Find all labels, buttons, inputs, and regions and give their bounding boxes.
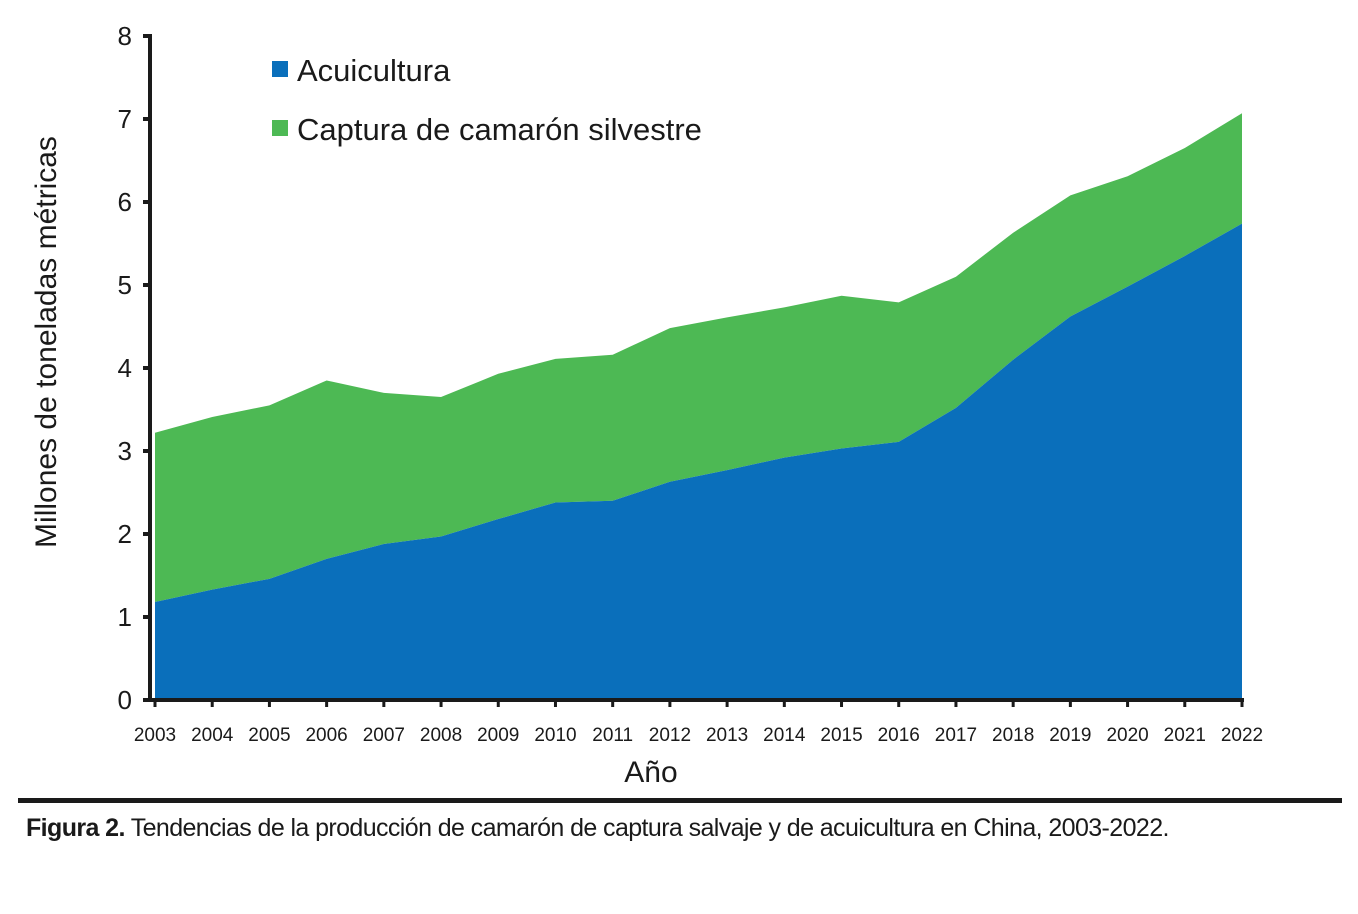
x-tick-label: 2019 xyxy=(1049,725,1091,746)
x-tick-label: 2003 xyxy=(134,725,176,746)
y-tick-label: 2 xyxy=(118,519,132,549)
x-tick-label: 2005 xyxy=(248,725,290,746)
legend-swatch-captura xyxy=(272,120,288,136)
x-tick-label: 2011 xyxy=(592,725,633,746)
x-tick-label: 2013 xyxy=(706,725,748,746)
x-axis-ticks: 2003 2004 2005 2006 2007 2008 2009 2010 2011 2012… xyxy=(134,700,1263,746)
x-tick-label: 2018 xyxy=(992,725,1034,746)
x-tick-label: 2012 xyxy=(649,725,691,746)
x-tick-label: 2010 xyxy=(534,725,576,746)
x-tick-label: 2016 xyxy=(878,725,920,746)
area-captura-camaron-silvestre xyxy=(155,113,1242,603)
y-axis-ticks: 0 1 2 3 4 5 6 7 8 xyxy=(118,21,150,715)
caption-label: Figura 2. xyxy=(26,814,125,842)
y-tick-label: 5 xyxy=(118,270,132,300)
x-tick-label: 2014 xyxy=(763,725,806,746)
x-tick-label: 2022 xyxy=(1221,725,1263,746)
x-tick-label: 2017 xyxy=(935,725,977,746)
x-tick-label: 2007 xyxy=(363,725,405,746)
x-tick-label: 2020 xyxy=(1106,725,1148,746)
figure-caption: Figura 2. Tendencias de la producción de… xyxy=(26,814,1346,843)
caption-text: Tendencias de la producción de camarón d… xyxy=(124,814,1170,842)
y-tick-label: 1 xyxy=(118,602,132,632)
legend-label-captura: Captura de camarón silvestre xyxy=(297,112,702,147)
y-tick-label: 0 xyxy=(118,685,132,715)
x-tick-label: 2006 xyxy=(305,725,347,746)
area-acuicultura xyxy=(155,223,1242,700)
y-tick-label: 4 xyxy=(118,353,132,383)
y-tick-label: 6 xyxy=(118,187,132,217)
legend-label-acuicultura: Acuicultura xyxy=(297,53,451,88)
x-tick-label: 2021 xyxy=(1164,725,1206,746)
y-tick-label: 7 xyxy=(118,104,132,134)
chart-legend: Acuicultura Captura de camarón silvestre xyxy=(272,53,702,147)
caption-divider xyxy=(18,798,1342,803)
x-tick-label: 2008 xyxy=(420,725,462,746)
y-tick-label: 8 xyxy=(118,21,132,51)
x-tick-label: 2015 xyxy=(820,725,862,746)
legend-swatch-acuicultura xyxy=(272,61,288,77)
x-tick-label: 2009 xyxy=(477,725,519,746)
y-tick-label: 3 xyxy=(118,436,132,466)
x-tick-label: 2004 xyxy=(191,725,234,746)
x-axis-title: Año xyxy=(624,756,677,789)
y-axis-title: Millones de toneladas métricas xyxy=(30,136,63,548)
